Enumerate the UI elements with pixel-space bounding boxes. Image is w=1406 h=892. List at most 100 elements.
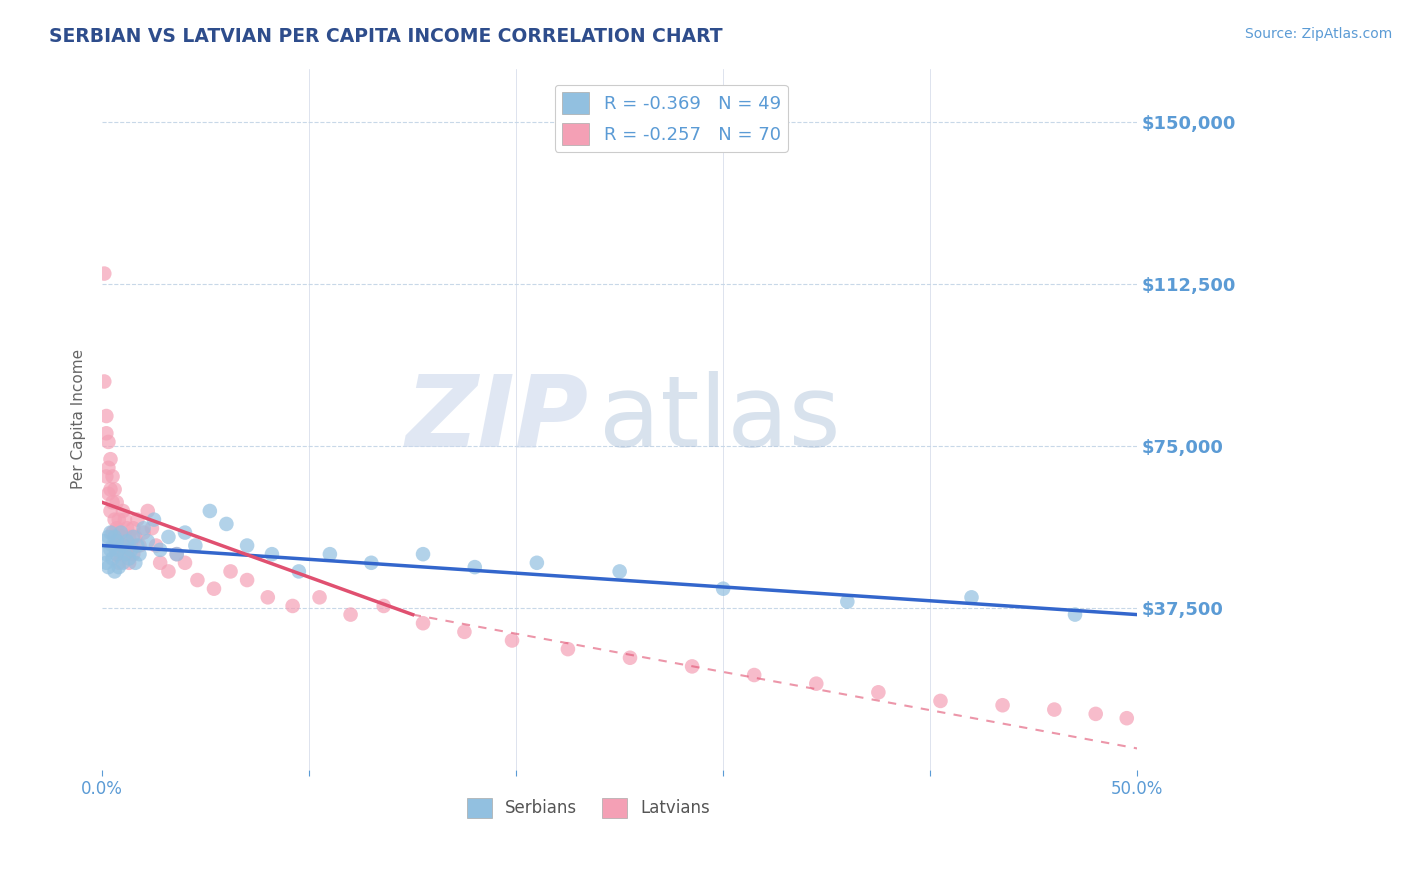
Point <box>128 539 150 553</box>
Point <box>174 525 197 540</box>
Point <box>97 460 120 475</box>
Point <box>101 539 124 553</box>
Point <box>281 599 304 613</box>
Point <box>501 633 523 648</box>
Point <box>122 547 145 561</box>
Point <box>1084 706 1107 721</box>
Point <box>136 504 159 518</box>
Point <box>104 565 127 579</box>
Y-axis label: Per Capita Income: Per Capita Income <box>72 349 86 490</box>
Point <box>453 624 475 639</box>
Point <box>128 547 150 561</box>
Point <box>202 582 225 596</box>
Legend: Serbians, Latvians: Serbians, Latvians <box>460 791 717 825</box>
Point <box>104 539 127 553</box>
Point <box>681 659 703 673</box>
Point <box>104 513 127 527</box>
Point <box>198 504 221 518</box>
Point <box>127 513 149 527</box>
Text: Source: ZipAtlas.com: Source: ZipAtlas.com <box>1244 27 1392 41</box>
Point <box>118 556 141 570</box>
Point <box>96 469 118 483</box>
Point <box>868 685 890 699</box>
Point <box>107 560 129 574</box>
Point <box>174 556 197 570</box>
Point <box>110 525 132 540</box>
Point <box>1115 711 1137 725</box>
Point <box>111 530 134 544</box>
Point <box>136 534 159 549</box>
Point <box>105 534 128 549</box>
Point <box>104 483 127 497</box>
Point <box>360 556 382 570</box>
Point <box>122 530 145 544</box>
Point <box>105 495 128 509</box>
Point <box>111 556 134 570</box>
Point <box>288 565 311 579</box>
Point <box>145 539 167 553</box>
Point <box>118 551 141 566</box>
Point <box>149 542 172 557</box>
Point <box>104 530 127 544</box>
Point <box>107 556 129 570</box>
Point <box>236 573 259 587</box>
Point <box>464 560 486 574</box>
Point <box>93 534 115 549</box>
Point <box>107 530 129 544</box>
Point <box>118 530 141 544</box>
Point <box>991 698 1014 713</box>
Point <box>157 565 180 579</box>
Point <box>260 547 283 561</box>
Point <box>100 504 122 518</box>
Point <box>619 650 641 665</box>
Point <box>184 539 207 553</box>
Point <box>105 521 128 535</box>
Point <box>96 547 118 561</box>
Point <box>101 469 124 483</box>
Text: atlas: atlas <box>599 371 841 467</box>
Point <box>114 539 136 553</box>
Text: SERBIAN VS LATVIAN PER CAPITA INCOME CORRELATION CHART: SERBIAN VS LATVIAN PER CAPITA INCOME COR… <box>49 27 723 45</box>
Point <box>101 525 124 540</box>
Point <box>960 591 983 605</box>
Point <box>215 516 238 531</box>
Point <box>96 426 118 441</box>
Point <box>149 556 172 570</box>
Point <box>100 525 122 540</box>
Point <box>96 409 118 423</box>
Point <box>122 521 145 535</box>
Point <box>114 547 136 561</box>
Point <box>120 542 142 557</box>
Point <box>111 504 134 518</box>
Point <box>236 539 259 553</box>
Point <box>557 642 579 657</box>
Point <box>110 547 132 561</box>
Point <box>124 530 146 544</box>
Point <box>107 542 129 557</box>
Point <box>142 513 165 527</box>
Text: ZIP: ZIP <box>405 371 589 467</box>
Point <box>711 582 734 596</box>
Point <box>115 521 138 535</box>
Point <box>319 547 342 561</box>
Point <box>127 539 149 553</box>
Point <box>742 668 765 682</box>
Point <box>101 495 124 509</box>
Point <box>219 565 242 579</box>
Point <box>114 513 136 527</box>
Point <box>107 513 129 527</box>
Point <box>124 556 146 570</box>
Point <box>166 547 188 561</box>
Point <box>93 267 115 281</box>
Point <box>609 565 631 579</box>
Point <box>115 534 138 549</box>
Point <box>373 599 395 613</box>
Point <box>157 530 180 544</box>
Point <box>132 525 155 540</box>
Point <box>339 607 361 622</box>
Point <box>132 521 155 535</box>
Point <box>111 539 134 553</box>
Point <box>526 556 548 570</box>
Point <box>806 676 828 690</box>
Point <box>97 560 120 574</box>
